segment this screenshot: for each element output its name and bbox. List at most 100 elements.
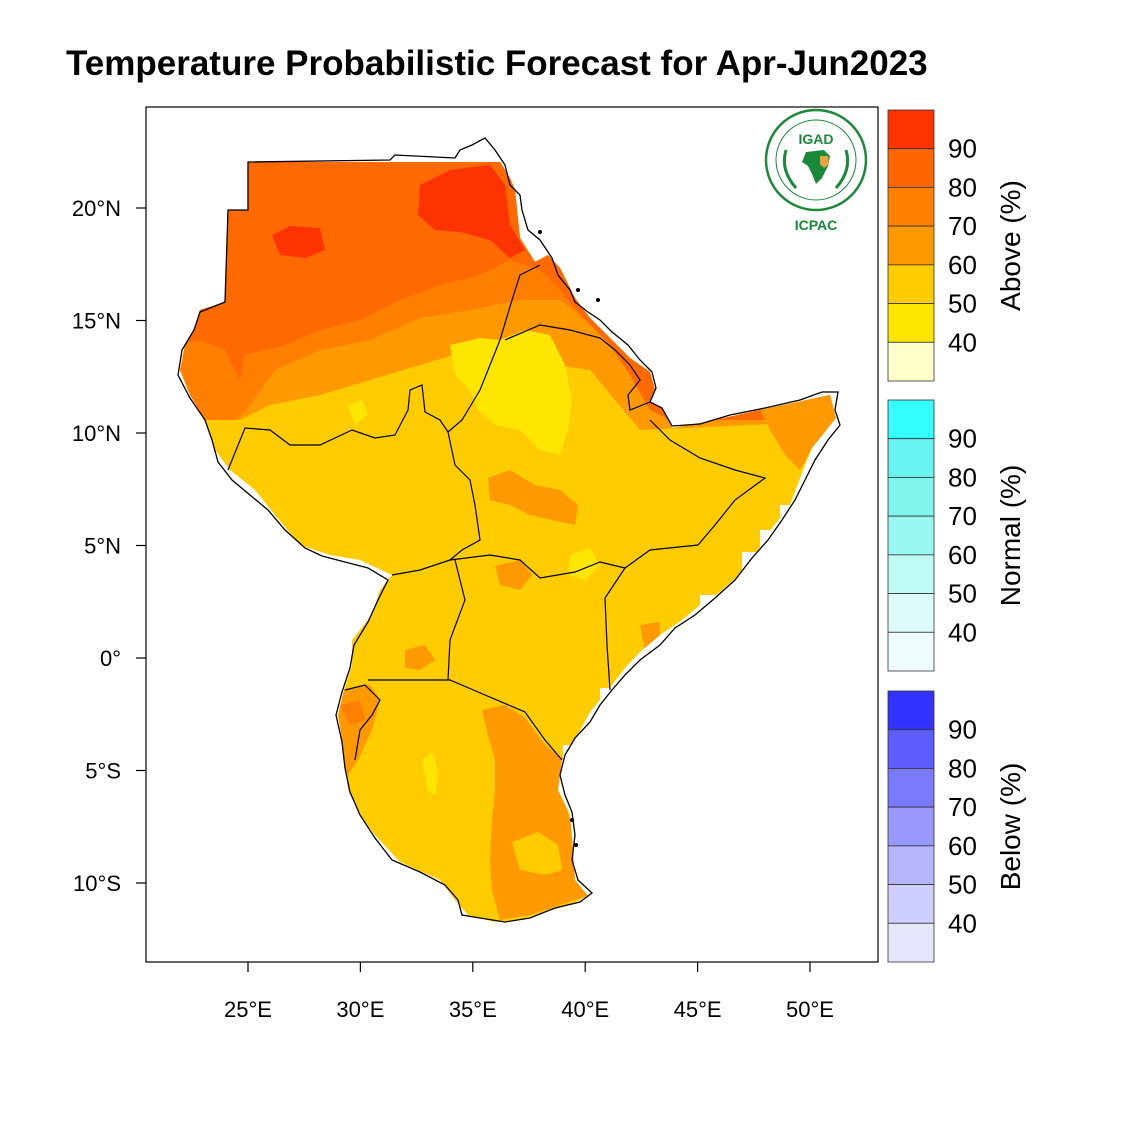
island <box>596 298 600 302</box>
field-blob-uganda <box>405 645 435 670</box>
colorbar-level-label: 50 <box>948 289 977 319</box>
field-blob-somalia-coast <box>760 395 836 470</box>
colorbar-swatch <box>887 399 935 440</box>
colorbar-swatch <box>887 554 935 594</box>
colorbar-level-label: 60 <box>948 250 977 280</box>
colorbar-swatch <box>887 845 935 885</box>
field-band-40-tanzania <box>422 752 438 795</box>
colorbar-swatch <box>887 593 935 633</box>
y-tick-label: 10°N <box>72 421 121 446</box>
colorbar-swatch <box>887 187 935 227</box>
colorbar-swatch <box>887 768 935 808</box>
field-blob-kenya <box>495 560 532 590</box>
map-frame <box>145 106 879 963</box>
island <box>574 843 578 847</box>
colorbar-swatch <box>887 148 935 188</box>
colorbar-title: Normal (%) <box>995 465 1026 607</box>
colorbars: 90 80 70 60 50 40 Above (%) 90 80 70 60 50 40 Normal … <box>887 109 1026 963</box>
logo-top-text: IGAD <box>799 131 834 147</box>
field-blob-rwanda-inner <box>340 700 365 725</box>
grid-cell <box>760 530 780 550</box>
colorbar-level-label: 70 <box>948 792 977 822</box>
laurel-right-icon <box>834 149 850 189</box>
field-band-40-darfur <box>348 400 368 425</box>
y-tick-label: 0° <box>100 646 121 671</box>
colorbar-level-label: 70 <box>948 501 977 531</box>
colorbar-swatch <box>887 884 935 924</box>
colorbar-swatch <box>887 477 935 517</box>
colorbar-level-label: 40 <box>948 617 977 647</box>
colorbar-swatch <box>887 109 935 150</box>
border-rwanda-burundi <box>344 684 381 761</box>
border-uganda-kenya <box>447 559 466 681</box>
colorbar-swatch <box>887 341 935 382</box>
field-blob-ethiopia-south <box>488 470 578 525</box>
y-tick-label: 10°S <box>73 871 121 896</box>
logo-bottom-text: ICPAC <box>795 217 838 233</box>
map-title: Temperature Probabilistic Forecast for A… <box>66 44 928 83</box>
colorbar-level-label: 80 <box>948 172 977 202</box>
colorbar-title: Below (%) <box>995 763 1026 891</box>
x-tick-label: 40°E <box>561 997 609 1022</box>
y-tick-label: 20°N <box>72 196 121 221</box>
forecast-field <box>180 162 836 922</box>
x-tick-label: 45°E <box>674 997 722 1022</box>
country-borders <box>227 264 767 761</box>
y-tick-label: 5°S <box>85 759 121 784</box>
x-axis: 25°E 30°E 35°E 40°E 45°E 50°E <box>224 962 834 1022</box>
y-tick-label: 15°N <box>72 309 121 334</box>
x-tick-label: 50°E <box>786 997 834 1022</box>
colorbar-level-label: 50 <box>948 579 977 609</box>
island <box>570 818 574 822</box>
border-uganda-tanzania <box>368 679 563 761</box>
igad-icpac-logo: IGAD ICPAC <box>764 108 868 233</box>
border-southsudan-ethiopia <box>447 431 481 561</box>
colorbar-swatch <box>887 631 935 672</box>
colorbar-level-label: 40 <box>948 327 977 357</box>
colorbar-level-label: 80 <box>948 753 977 783</box>
colorbar-level-label: 90 <box>948 715 977 745</box>
colorbar-below: 90 80 70 60 50 40 Below (%) <box>887 690 1026 963</box>
colorbar-swatch <box>887 729 935 769</box>
x-tick-label: 25°E <box>224 997 272 1022</box>
colorbar-level-label: 50 <box>948 870 977 900</box>
igad-region-icon <box>820 156 829 168</box>
x-tick-label: 30°E <box>336 997 384 1022</box>
colorbar-swatch <box>887 264 935 304</box>
coastline <box>177 137 841 923</box>
colorbar-title: Above (%) <box>995 180 1026 311</box>
colorbar-swatch <box>887 303 935 343</box>
islands <box>538 230 600 847</box>
logo-inner-ring <box>775 119 857 201</box>
colorbar-swatch <box>887 438 935 478</box>
field-band-90-west <box>272 226 325 258</box>
grid-cell <box>742 552 762 572</box>
border-sudan-southsudan <box>227 339 501 471</box>
border-ethiopia-somalia <box>624 419 767 569</box>
border-southsudan-uganda <box>391 554 626 579</box>
border-sudan-eritrea-ethiopia <box>499 264 541 341</box>
colorbar-above: 90 80 70 60 50 40 Above (%) <box>887 109 1026 382</box>
colorbar-level-label: 60 <box>948 831 977 861</box>
grid-cell <box>780 505 800 525</box>
colorbar-level-label: 40 <box>948 908 977 938</box>
x-tick-label: 35°E <box>449 997 497 1022</box>
colorbar-normal: 90 80 70 60 50 40 Normal (%) <box>887 399 1026 672</box>
colorbar-swatch <box>887 225 935 266</box>
colorbar-level-label: 60 <box>948 540 977 570</box>
colorbar-level-label: 90 <box>948 424 977 454</box>
y-tick-label: 5°N <box>84 534 121 559</box>
colorbar-swatch <box>887 922 935 963</box>
colorbar-swatch <box>887 515 935 556</box>
y-axis: 20°N 15°N 10°N 5°N 0° 5°S 10°S <box>72 196 146 896</box>
colorbar-swatch <box>887 806 935 847</box>
colorbar-level-label: 70 <box>948 211 977 241</box>
field-band-90-east <box>418 165 525 258</box>
colorbar-level-label: 90 <box>948 134 977 164</box>
island <box>538 230 542 234</box>
island <box>576 288 580 292</box>
colorbar-swatch <box>887 690 935 731</box>
laurel-left-icon <box>782 149 798 189</box>
colorbar-level-label: 80 <box>948 462 977 492</box>
